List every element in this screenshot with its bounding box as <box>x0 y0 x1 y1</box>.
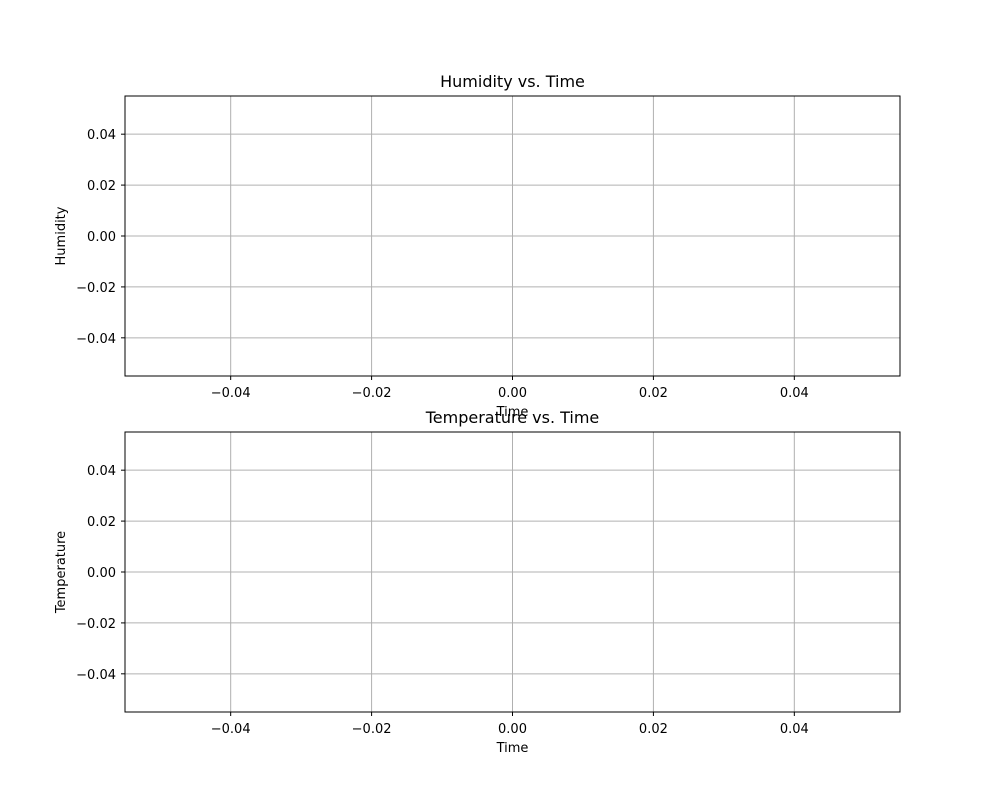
temperature-y-tick-label: 0.00 <box>87 566 116 581</box>
humidity-x-tick-label: 0.00 <box>498 386 527 401</box>
humidity-y-tick-label: 0.02 <box>87 179 116 194</box>
temperature-x-tick-label: 0.04 <box>780 722 809 737</box>
temperature-y-tick-label: −0.04 <box>76 668 116 683</box>
humidity-chart-title: Humidity vs. Time <box>440 72 585 91</box>
temperature-ticks: −0.04 −0.02 0.00 0.02 0.04 −0.04 −0.02 0.00 0.02… <box>76 464 809 737</box>
humidity-grid <box>125 96 900 376</box>
temperature-x-tick-label: 0.02 <box>639 722 668 737</box>
humidity-y-tick-label: −0.04 <box>76 332 116 347</box>
temperature-y-tick-label: 0.04 <box>87 464 116 479</box>
humidity-y-tick-label: 0.04 <box>87 128 116 143</box>
temperature-y-tick-label: 0.02 <box>87 515 116 530</box>
humidity-x-tick-label: 0.04 <box>780 386 809 401</box>
temperature-x-tick-label: −0.04 <box>211 722 251 737</box>
humidity-y-tick-label: 0.00 <box>87 230 116 245</box>
temperature-chart-title: Temperature vs. Time <box>425 408 600 427</box>
temperature-grid <box>125 432 900 712</box>
temperature-y-axis-label: Temperature <box>54 531 69 614</box>
temperature-subplot: −0.04 −0.02 0.00 0.02 0.04 −0.04 −0.02 0.00 0.02… <box>54 408 901 756</box>
humidity-x-tick-label: −0.04 <box>211 386 251 401</box>
humidity-x-tick-label: 0.02 <box>639 386 668 401</box>
temperature-y-tick-label: −0.02 <box>76 617 116 632</box>
humidity-x-tick-label: −0.02 <box>352 386 392 401</box>
humidity-ticks: −0.04 −0.02 0.00 0.02 0.04 −0.04 −0.02 0.00 0.02… <box>76 128 809 401</box>
temperature-x-axis-label: Time <box>496 741 529 756</box>
humidity-x-axis-label: Time <box>496 405 529 420</box>
temperature-x-tick-label: 0.00 <box>498 722 527 737</box>
temperature-x-tick-label: −0.02 <box>352 722 392 737</box>
humidity-y-tick-label: −0.02 <box>76 281 116 296</box>
humidity-y-axis-label: Humidity <box>54 206 69 265</box>
humidity-subplot: −0.04 −0.02 0.00 0.02 0.04 −0.04 −0.02 0.00 0.02… <box>54 72 901 420</box>
